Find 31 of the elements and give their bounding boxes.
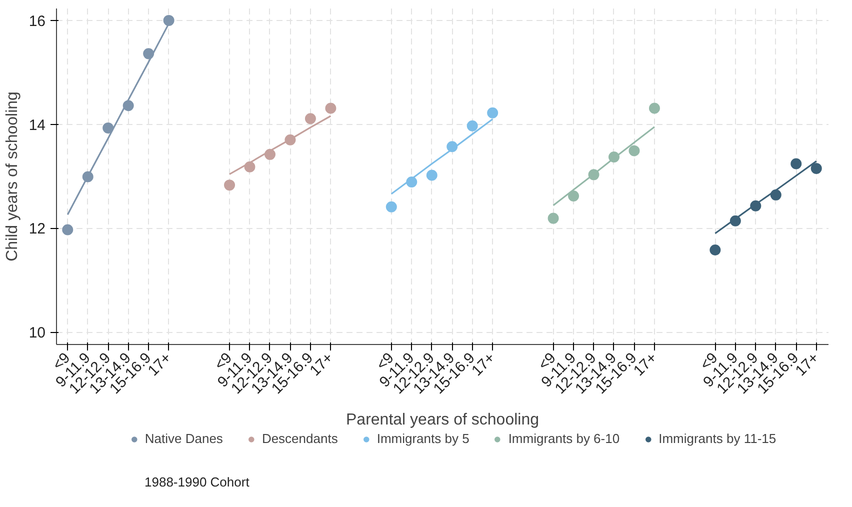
point — [224, 180, 236, 191]
legend-label: Immigrants by 5 — [376, 431, 470, 446]
point — [304, 113, 316, 124]
y-tick-label: 16 — [28, 12, 46, 30]
point — [568, 190, 580, 202]
text: 1988-1990 Cohort — [144, 474, 250, 490]
y-tick-label: 10 — [28, 324, 46, 342]
point — [790, 158, 802, 170]
x-axis-title: Parental years of schooling — [346, 411, 539, 428]
legend-label: Immigrants by 6-10 — [508, 431, 620, 446]
point — [163, 14, 174, 26]
line-series — [552, 126, 656, 206]
y-tick-label: 14 — [28, 116, 46, 134]
point — [426, 170, 438, 181]
point — [466, 120, 478, 132]
point — [487, 107, 498, 118]
legend-label: Descendants — [262, 431, 338, 446]
point — [102, 122, 114, 134]
point — [386, 201, 397, 212]
point — [548, 212, 559, 224]
point — [710, 244, 721, 256]
point — [62, 224, 74, 236]
y-axis-title: Child years of schooling — [4, 92, 21, 262]
point — [648, 102, 660, 114]
legend-label: Immigrants by 11-15 — [658, 431, 776, 446]
point — [810, 162, 822, 174]
point — [325, 102, 336, 114]
y-tick-label: 12 — [28, 220, 46, 238]
line-series — [228, 115, 332, 175]
legend-label: Native Danes — [144, 431, 223, 446]
point — [628, 145, 640, 156]
